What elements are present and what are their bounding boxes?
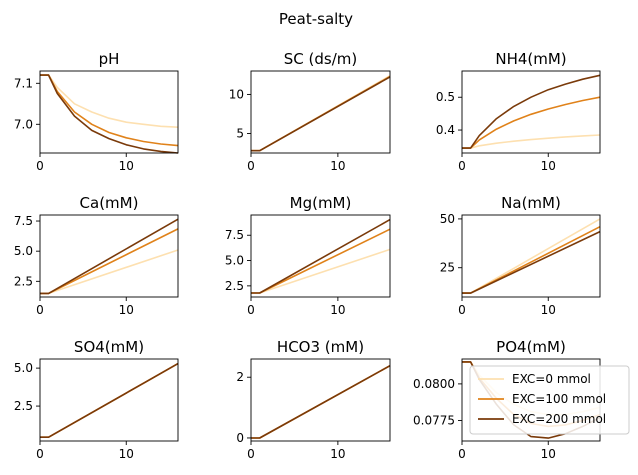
series-line (462, 74, 601, 149)
x-tick-label: 0 (458, 159, 466, 173)
panel-title: Ca(mM) (80, 194, 139, 212)
panel-title: PO4(mM) (496, 338, 566, 356)
legend-label: EXC=200 mmol (512, 412, 606, 426)
x-tick-label: 0 (36, 447, 44, 461)
axes-frame (250, 70, 391, 154)
y-tick-label: 0.0800 (413, 377, 455, 391)
x-tick-label: 10 (119, 159, 134, 173)
panel-title: HCO3 (mM) (277, 338, 364, 356)
series-line (40, 362, 179, 439)
series-line (462, 218, 601, 294)
panel-title: SC (ds/m) (284, 50, 357, 68)
y-tick-label: 7.1 (14, 76, 33, 90)
y-tick-label: 0.0775 (413, 414, 455, 428)
x-tick-label: 0 (36, 159, 44, 173)
y-tick-label: 5.0 (14, 244, 33, 258)
series-line (40, 228, 179, 295)
y-tick-label: 2.5 (14, 399, 33, 413)
x-tick-label: 10 (330, 303, 345, 317)
axes-frame (461, 70, 601, 154)
panel-title: Mg(mM) (290, 194, 352, 212)
x-tick-label: 10 (119, 447, 134, 461)
x-tick-label: 0 (247, 447, 255, 461)
series-line (251, 75, 391, 152)
y-tick-label: 0.5 (436, 90, 455, 104)
panel-title: Na(mM) (501, 194, 561, 212)
x-tick-label: 0 (458, 447, 466, 461)
y-tick-label: 7.5 (225, 228, 244, 242)
series-line (251, 76, 391, 152)
series-line (40, 74, 179, 147)
axes-frame (461, 214, 601, 298)
series-line (462, 230, 601, 294)
series-line (251, 75, 391, 152)
y-tick-label: 5.0 (225, 254, 244, 268)
series-line (251, 218, 391, 294)
legend-box (469, 365, 630, 435)
series-line (40, 74, 179, 154)
series-line (462, 134, 601, 149)
panel-8: HCO3 (mM) 0 10 0 2 (236, 338, 391, 461)
series-line (251, 228, 391, 294)
x-tick-label: 0 (458, 303, 466, 317)
series-line (251, 365, 391, 439)
y-tick-label: 7.0 (14, 117, 33, 131)
x-tick-label: 10 (119, 303, 134, 317)
panel-title: NH4(mM) (495, 50, 566, 68)
axes-frame (39, 358, 179, 442)
x-tick-label: 10 (541, 303, 556, 317)
series-line (40, 74, 179, 128)
y-tick-label: 7.5 (14, 214, 33, 228)
legend: EXC=0 mmol EXC=100 mmol EXC=200 mmol (469, 365, 630, 435)
legend-label: EXC=100 mmol (512, 392, 606, 406)
panel-3: NH4(mM) 0 10 0.4 0.5 (436, 50, 601, 173)
panel-title: SO4(mM) (74, 338, 144, 356)
x-tick-label: 10 (330, 159, 345, 173)
y-tick-label: 2 (236, 370, 244, 384)
panel-title: pH (99, 50, 120, 68)
figure-title: Peat-salty (279, 10, 353, 28)
panel-4: Ca(mM) 0 10 2.5 5.0 7.5 (14, 194, 179, 317)
axes-frame (250, 358, 391, 442)
series-line (40, 218, 179, 295)
x-tick-label: 0 (247, 303, 255, 317)
x-tick-label: 10 (541, 447, 556, 461)
y-tick-label: 10 (229, 87, 244, 101)
panel-2: SC (ds/m) 0 10 5 10 (229, 50, 391, 173)
series-line (462, 96, 601, 149)
x-tick-label: 0 (247, 159, 255, 173)
panel-5: Mg(mM) 0 10 2.5 5.0 7.5 (225, 194, 391, 317)
series-line (462, 225, 601, 294)
x-tick-label: 0 (36, 303, 44, 317)
x-tick-label: 10 (330, 447, 345, 461)
y-tick-label: 25 (440, 261, 455, 275)
axes-frame (39, 214, 179, 298)
y-tick-label: 5.0 (14, 361, 33, 375)
panel-6: Na(mM) 0 10 25 50 (440, 194, 601, 317)
x-tick-label: 10 (541, 159, 556, 173)
y-tick-label: 2.5 (14, 274, 33, 288)
y-tick-label: 50 (440, 212, 455, 226)
axes-frame (250, 214, 391, 298)
legend-label: EXC=0 mmol (512, 372, 591, 386)
y-tick-label: 2.5 (225, 279, 244, 293)
y-tick-label: 0.4 (436, 123, 455, 137)
y-tick-label: 0 (236, 431, 244, 445)
panel-7: SO4(mM) 0 10 2.5 5.0 (14, 338, 179, 461)
panel-1: pH 0 10 7.0 7.1 (14, 50, 179, 173)
y-tick-label: 5 (236, 126, 244, 140)
axes-frame (39, 70, 179, 154)
